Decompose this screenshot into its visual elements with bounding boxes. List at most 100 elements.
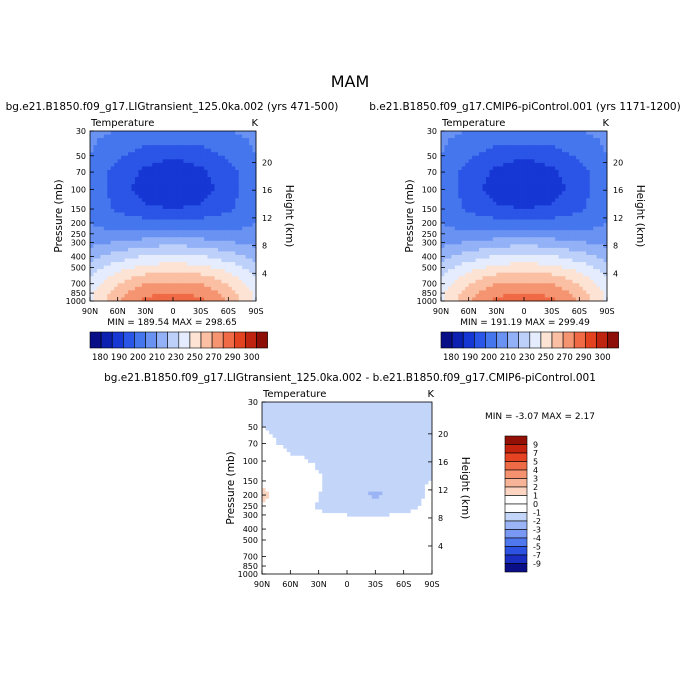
field-cell — [593, 141, 598, 146]
field-cell — [492, 155, 497, 160]
field-cell — [472, 262, 476, 266]
field-cell — [555, 201, 559, 206]
field-cell — [107, 219, 112, 224]
field-cell — [252, 148, 257, 153]
field-cell — [90, 297, 94, 302]
field-cell — [214, 134, 219, 139]
field-cell — [100, 208, 105, 213]
field-cell — [100, 198, 105, 203]
field-cell — [238, 173, 243, 178]
field-cell — [221, 162, 226, 167]
field-cell — [245, 254, 250, 259]
field-cell — [534, 293, 539, 298]
field-cell — [131, 219, 136, 224]
field-cell — [454, 247, 459, 252]
field-cell — [224, 293, 229, 298]
field-cell — [530, 169, 535, 174]
field-cell — [441, 131, 445, 135]
field-cell — [454, 177, 459, 181]
field-cell — [179, 141, 184, 146]
field-cell — [169, 201, 174, 206]
field-cell — [169, 134, 174, 139]
field-cell — [124, 212, 129, 217]
field-cell — [214, 251, 219, 256]
field-cell — [513, 166, 518, 171]
field-cell — [179, 244, 184, 249]
field-cell — [485, 159, 490, 164]
field-cell — [551, 258, 556, 263]
field-cell — [231, 138, 236, 143]
field-cell — [190, 258, 195, 263]
field-cell — [252, 212, 257, 217]
field-cell — [503, 159, 508, 164]
field-cell — [200, 205, 205, 210]
field-cell — [245, 223, 250, 228]
field-cell — [148, 191, 153, 196]
field-cell — [238, 194, 243, 199]
field-cell — [141, 283, 146, 288]
field-cell — [368, 405, 373, 410]
field-cell — [186, 237, 191, 242]
field-cell — [124, 131, 129, 135]
field-cell — [368, 409, 373, 414]
field-cell — [197, 205, 202, 210]
field-cell — [589, 131, 594, 135]
field-cell — [568, 283, 573, 288]
field-cell — [479, 223, 483, 228]
field-cell — [541, 194, 546, 199]
field-cell — [204, 187, 208, 192]
colorbar-swatch — [584, 331, 597, 349]
field-cell — [110, 184, 115, 189]
field-cell — [551, 162, 556, 167]
field-cell — [228, 198, 233, 203]
field-cell — [600, 262, 604, 266]
field-cell — [93, 141, 98, 146]
y-tick-label: 250 — [71, 230, 86, 239]
field-cell — [596, 251, 601, 256]
field-cell — [121, 230, 125, 235]
field-cell — [166, 219, 170, 224]
field-cell — [600, 286, 604, 291]
field-cell — [482, 258, 487, 263]
field-cell — [121, 223, 125, 228]
field-cell — [183, 159, 188, 164]
field-cell — [166, 272, 170, 277]
field-cell — [166, 166, 170, 171]
field-cell — [548, 216, 553, 220]
field-cell — [454, 290, 459, 295]
field-cell — [242, 212, 247, 217]
field-cell — [475, 258, 480, 263]
field-cell — [148, 251, 153, 256]
field-cell — [524, 180, 528, 185]
field-cell — [582, 169, 587, 174]
field-cell — [489, 290, 494, 295]
field-cell — [579, 201, 584, 206]
field-cell — [444, 219, 449, 224]
field-cell — [593, 216, 598, 220]
field-cell — [403, 416, 408, 421]
field-cell — [152, 198, 157, 203]
field-cell — [134, 254, 139, 259]
field-cell — [492, 205, 497, 210]
field-cell — [534, 233, 539, 238]
field-cell — [506, 134, 511, 139]
field-cell — [245, 272, 250, 277]
field-cell — [245, 237, 250, 242]
field-cell — [458, 212, 463, 217]
field-cell — [558, 272, 563, 277]
field-cell — [128, 208, 132, 213]
field-cell — [458, 290, 463, 295]
field-cell — [138, 152, 143, 157]
field-cell — [200, 230, 205, 235]
field-cell — [600, 283, 604, 288]
field-cell — [286, 405, 291, 410]
field-cell — [128, 247, 132, 252]
field-cell — [249, 180, 253, 185]
field-cell — [499, 251, 504, 256]
field-cell — [332, 416, 337, 421]
field-cell — [110, 194, 115, 199]
field-cell — [524, 212, 528, 217]
field-cell — [572, 177, 577, 181]
field-cell — [451, 212, 456, 217]
field-cell — [579, 276, 584, 281]
